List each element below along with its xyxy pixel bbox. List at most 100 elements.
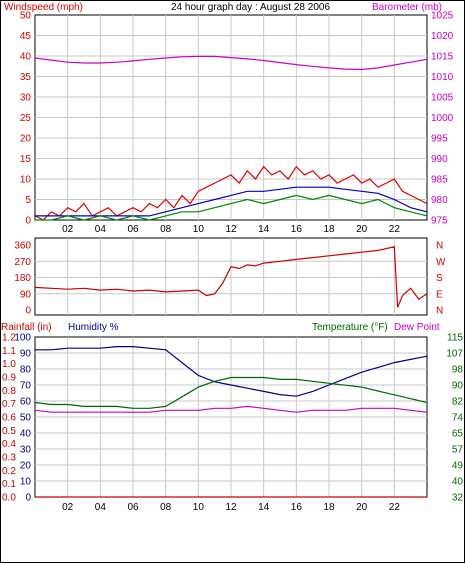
x-tick-label: 20: [356, 502, 368, 513]
humidity-tick-label: 90: [20, 349, 32, 360]
barometer-line: [34, 55, 428, 71]
humidity-axis-title: Humidity %: [68, 322, 119, 333]
rainfall-tick-label: 0.8: [2, 386, 16, 397]
compass-tick-label: N: [436, 306, 443, 317]
x-tick-label: 10: [193, 224, 205, 235]
compass-tick-label: N: [436, 241, 443, 252]
x-tick-label: 08: [160, 224, 172, 235]
compass-tick-label: W: [436, 257, 446, 268]
temperature-tick-label: 57: [452, 445, 464, 456]
humidity-line: [35, 346, 428, 397]
x-tick-label: 22: [389, 502, 401, 513]
windspeed-tick-label: 30: [20, 93, 32, 104]
x-tick-label: 12: [225, 502, 237, 513]
compass-tick-label: E: [436, 289, 443, 300]
humidity-tick-label: 60: [20, 397, 32, 408]
temperature-tick-label: 90: [452, 381, 464, 392]
windspeed-tick-label: 10: [20, 175, 32, 186]
barometer-tick-label: 985: [431, 175, 448, 186]
rainfall-tick-label: 0.2: [2, 466, 16, 477]
humidity-tick-label: 10: [20, 477, 32, 488]
temperature-tick-label: 98: [452, 365, 464, 376]
windspeed-line: [34, 165, 428, 221]
tick-label-layer: 0510152025303540455097598098599099510001…: [2, 11, 463, 514]
rainfall-tick-label: 0.5: [2, 426, 16, 437]
barometer-axis-title: Barometer (mb): [372, 2, 442, 13]
x-tick-label: 08: [160, 502, 172, 513]
barometer-tick-label: 995: [431, 134, 448, 145]
chart-title: 24 hour graph day : August 28 2006: [171, 2, 330, 13]
x-tick-label: 18: [323, 224, 335, 235]
wind-direction-line: [34, 246, 428, 308]
temperature-tick-label: 74: [452, 413, 464, 424]
humidity-tick-label: 100: [14, 333, 31, 344]
direction-tick-label: 180: [14, 273, 31, 284]
grid-layer: [35, 15, 427, 497]
barometer-tick-label: 980: [431, 195, 448, 206]
temperature-tick-label: 32: [452, 493, 464, 504]
windspeed-tick-label: 40: [20, 52, 32, 63]
x-tick-label: 14: [258, 224, 270, 235]
barometer-tick-label: 1005: [431, 93, 454, 104]
rainfall-axis-title: Rainfall (in): [1, 322, 52, 333]
temperature-tick-label: 82: [452, 397, 464, 408]
humidity-tick-label: 80: [20, 365, 32, 376]
barometer-tick-label: 1010: [431, 72, 454, 83]
series-layer: [34, 55, 428, 498]
temperature-tick-label: 40: [452, 477, 464, 488]
barometer-tick-label: 1015: [431, 52, 454, 63]
x-tick-label: 18: [323, 502, 335, 513]
x-tick-label: 02: [62, 502, 74, 513]
barometer-tick-label: 990: [431, 154, 448, 165]
windspeed-tick-label: 25: [20, 113, 32, 124]
temperature-tick-label: 65: [452, 429, 464, 440]
temperature-axis-title: Temperature (°F): [312, 322, 388, 333]
humidity-tick-label: 0: [25, 493, 31, 504]
windspeed-tick-label: 0: [25, 216, 31, 227]
rainfall-tick-label: 0.4: [2, 439, 16, 450]
humidity-tick-label: 40: [20, 429, 32, 440]
x-tick-label: 10: [193, 502, 205, 513]
x-tick-label: 20: [356, 224, 368, 235]
temperature-tick-label: 49: [452, 461, 464, 472]
x-tick-label: 12: [225, 224, 237, 235]
rainfall-tick-label: 0.7: [2, 399, 16, 410]
temperature-tick-label: 107: [446, 349, 463, 360]
barometer-tick-label: 1000: [431, 113, 454, 124]
x-tick-label: 16: [291, 224, 303, 235]
windspeed-tick-label: 45: [20, 31, 32, 42]
barometer-tick-label: 1025: [431, 11, 454, 22]
windspeed-tick-label: 5: [25, 195, 31, 206]
direction-tick-label: 360: [14, 241, 31, 252]
x-tick-label: 22: [389, 224, 401, 235]
wind-low-line: [35, 194, 428, 221]
x-tick-label: 02: [62, 224, 74, 235]
rainfall-tick-label: 1.0: [2, 359, 16, 370]
direction-tick-label: 0: [25, 306, 31, 317]
humidity-tick-label: 50: [20, 413, 32, 424]
windspeed-tick-label: 35: [20, 72, 32, 83]
barometer-tick-label: 975: [431, 216, 448, 227]
x-tick-label: 04: [95, 502, 107, 513]
barometer-tick-label: 1020: [431, 31, 454, 42]
x-tick-label: 16: [291, 502, 303, 513]
humidity-tick-label: 70: [20, 381, 32, 392]
direction-tick-label: 90: [20, 289, 32, 300]
rainfall-tick-label: 1.2: [2, 333, 16, 344]
x-tick-label: 06: [127, 224, 139, 235]
dewpoint-axis-title: Dew Point: [394, 322, 440, 333]
rainfall-tick-label: 0.9: [2, 373, 16, 384]
direction-tick-label: 270: [14, 257, 31, 268]
x-tick-label: 06: [127, 502, 139, 513]
temperature-tick-label: 115: [447, 333, 463, 344]
rainfall-tick-label: 0.6: [2, 413, 16, 424]
windspeed-tick-label: 50: [20, 11, 32, 22]
compass-tick-label: S: [436, 273, 443, 284]
windspeed-axis-title: Windspeed (mph): [4, 2, 83, 13]
dew-point-line: [34, 405, 428, 413]
humidity-tick-label: 20: [20, 461, 32, 472]
rainfall-tick-label: 1.1: [2, 346, 16, 357]
humidity-tick-label: 30: [20, 445, 32, 456]
temperature-line: [34, 376, 428, 409]
